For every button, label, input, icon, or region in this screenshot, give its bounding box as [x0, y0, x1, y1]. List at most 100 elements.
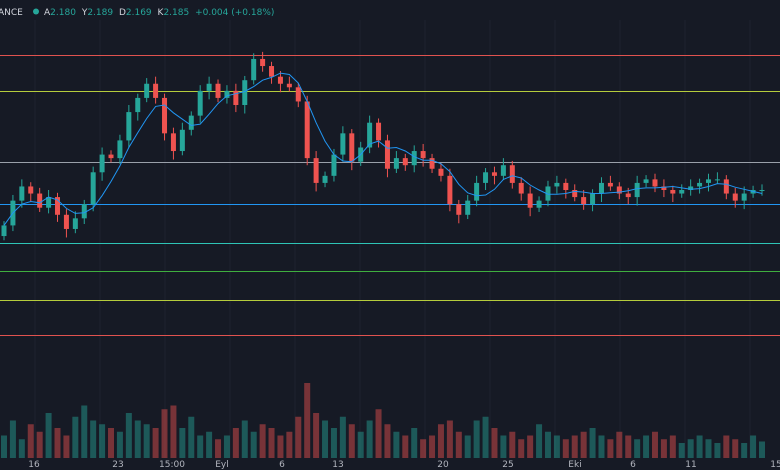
candle-body [581, 197, 587, 205]
volume-bar [580, 431, 587, 458]
candle-body [554, 182, 560, 187]
candle-body [590, 193, 596, 205]
candle-body [233, 90, 239, 105]
volume-bar [366, 420, 373, 458]
volume-bar [750, 435, 757, 458]
candle-body [411, 151, 417, 166]
volume-bar [571, 435, 578, 458]
candle-body [527, 193, 533, 208]
candle-body [367, 122, 373, 148]
candle-body [55, 197, 61, 215]
volume-bar [268, 428, 275, 458]
candle-body [170, 133, 176, 152]
candle-body [616, 186, 622, 194]
x-tick-label: 16 [28, 460, 40, 470]
candle-body [679, 190, 685, 194]
x-tick-label: 6 [279, 460, 285, 470]
candle-body [697, 182, 703, 187]
high-key: Y [81, 8, 88, 18]
volume-bar [90, 420, 97, 458]
volume-bar [277, 435, 284, 458]
volume-bar [634, 439, 641, 458]
candle-body [117, 140, 123, 159]
volume-bar [589, 428, 596, 458]
candle-body [242, 80, 248, 105]
candle-body [572, 190, 578, 198]
volume-bar [518, 439, 525, 458]
candle-body [224, 90, 230, 98]
volume-bar [705, 439, 712, 458]
low-key: D [119, 8, 126, 18]
candle-body [1, 225, 7, 237]
volume-bar [678, 443, 685, 458]
candle-body [72, 218, 78, 229]
open-key: A [44, 8, 51, 18]
volume-bar [687, 439, 694, 458]
volume-bar [402, 435, 409, 458]
volume-bar [330, 428, 337, 458]
candle-body [518, 182, 524, 194]
candle-body [19, 186, 25, 201]
moving-average-line [3, 72, 763, 226]
volume-bar [125, 413, 132, 458]
volume-bar [446, 420, 453, 458]
x-tick-label: 20 [437, 460, 449, 470]
volume-bar [491, 428, 498, 458]
candle-body [652, 179, 658, 187]
candle-body [491, 172, 497, 176]
candle-body [634, 182, 640, 198]
candle-body [661, 186, 667, 190]
volume-bar [625, 435, 632, 458]
candle-body [447, 175, 453, 205]
candle-body [108, 154, 114, 159]
candle-body [509, 165, 515, 183]
x-tick-label: 15 [770, 460, 780, 470]
ohlc-header: ANCE A2.180 Y2.189 D2.169 K2.185 +0.004 … [0, 8, 274, 18]
horizontal-levels[interactable] [0, 55, 780, 336]
x-tick-label: Eyl [215, 460, 229, 470]
candle-body [625, 193, 631, 198]
volume-bar [161, 409, 168, 458]
volume-bar [536, 424, 543, 458]
volume-bar [482, 416, 489, 458]
volume-bar [527, 435, 534, 458]
volume-bar [723, 435, 730, 458]
volume-bar [1, 435, 7, 458]
grid [34, 20, 751, 458]
candle-body [688, 186, 694, 190]
volume-bar [741, 443, 748, 458]
candle-body [376, 122, 382, 141]
volume-bar [143, 424, 150, 458]
candle-body [536, 200, 542, 208]
candle-body [206, 83, 212, 91]
volume-bar [170, 405, 177, 458]
candle-body [144, 83, 150, 98]
volume-bar [473, 420, 480, 458]
volume-bar [27, 424, 34, 458]
volume-bar [54, 428, 61, 458]
volume-bar [759, 441, 765, 458]
candle-body [126, 112, 132, 141]
volume-bar [339, 416, 346, 458]
volume-bar [9, 420, 16, 458]
candle-body [260, 58, 266, 67]
close-value: 2.185 [163, 8, 189, 18]
volume-bar [696, 435, 703, 458]
volume-bars [1, 383, 765, 458]
x-tick-label: 15:00 [159, 460, 185, 470]
volume-bar [420, 439, 427, 458]
volume-bar [152, 428, 159, 458]
candle-body [670, 190, 676, 194]
candle-body [607, 182, 613, 187]
volume-bar [232, 428, 239, 458]
volume-bar [616, 431, 623, 458]
close-key: K [158, 8, 165, 18]
volume-bar [348, 424, 355, 458]
candle-body [304, 101, 310, 159]
candle-body [197, 90, 203, 116]
volume-bar [206, 431, 213, 458]
candle-body [402, 158, 408, 166]
